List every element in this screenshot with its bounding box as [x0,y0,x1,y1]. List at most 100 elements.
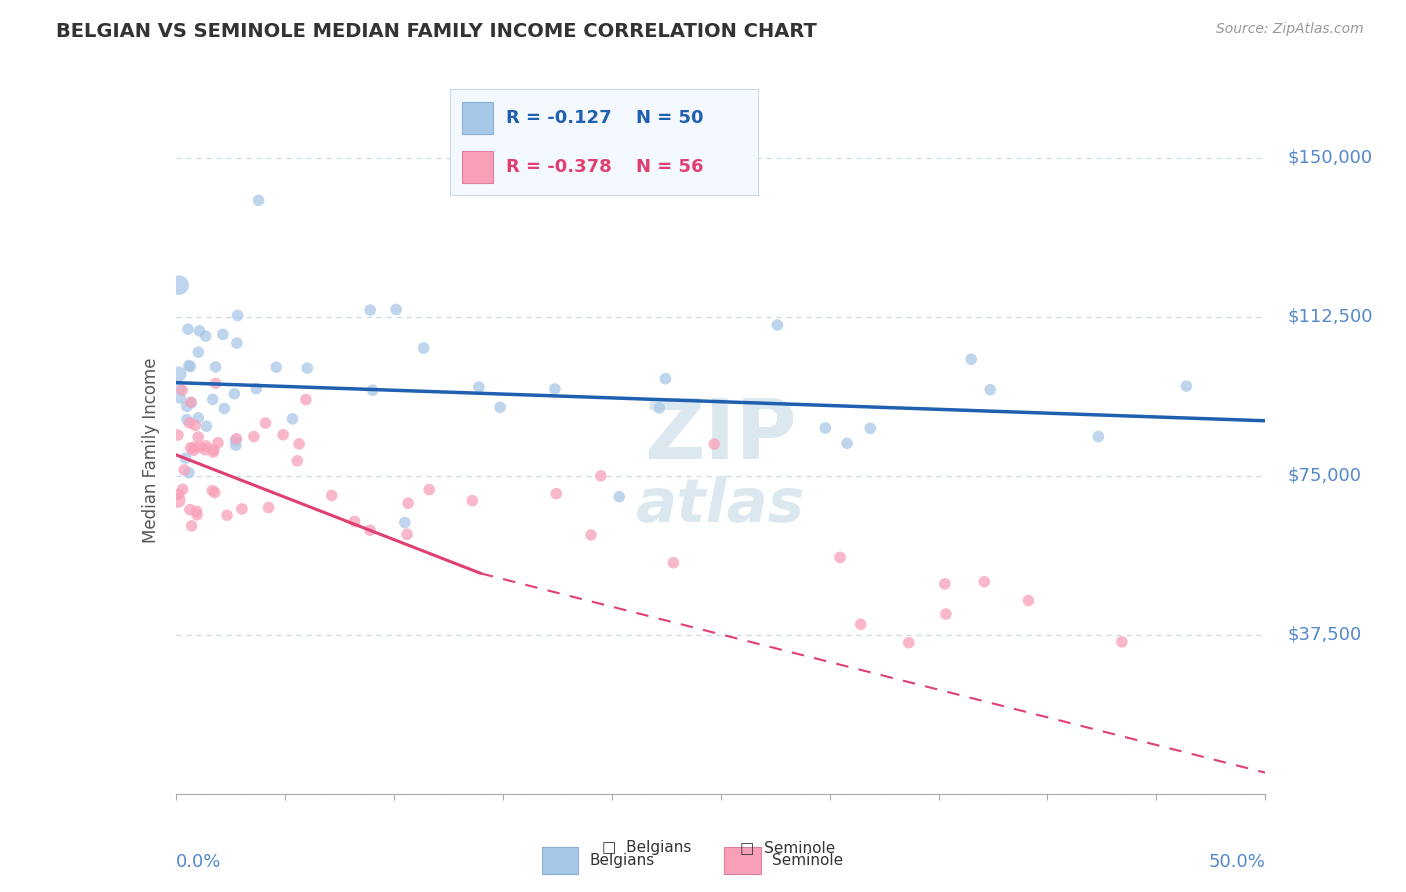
Point [207,435,229,450]
Point [288,437,311,451]
Point [385,302,408,317]
Point [202,445,225,459]
Text: Belgians: Belgians [589,854,654,868]
Point [579,528,602,542]
Point [184,418,207,433]
Point [766,318,789,332]
Point [167,493,190,508]
Point [183,443,205,458]
Point [172,383,194,397]
Text: R = -0.378: R = -0.378 [506,159,612,177]
Text: $150,000: $150,000 [1288,149,1372,167]
Point [960,352,983,367]
Point [243,429,266,443]
Point [179,416,201,430]
Text: N = 56: N = 56 [636,159,703,177]
Text: BELGIAN VS SEMINOLE MEDIAN FAMILY INCOME CORRELATION CHART: BELGIAN VS SEMINOLE MEDIAN FAMILY INCOME… [56,22,817,41]
Point [359,523,381,537]
Point [187,430,209,444]
Point [281,412,304,426]
Text: Source: ZipAtlas.com: Source: ZipAtlas.com [1216,22,1364,37]
Point [194,442,217,457]
Point [662,556,685,570]
Point [169,391,191,405]
Point [201,392,224,407]
Point [247,194,270,208]
Point [176,400,198,414]
Text: Seminole: Seminole [772,854,844,868]
Point [186,508,208,522]
Point [214,401,236,416]
Point [254,416,277,430]
Point [180,441,202,455]
Point [897,636,920,650]
Point [468,380,491,394]
Y-axis label: Median Family Income: Median Family Income [142,358,160,543]
Point [934,577,956,591]
Point [177,466,200,480]
Point [271,427,294,442]
Point [973,574,995,589]
Point [266,360,288,375]
Point [607,490,630,504]
Bar [724,847,761,874]
FancyBboxPatch shape [450,89,759,196]
Point [1017,593,1039,607]
Bar [541,847,578,874]
Point [195,439,218,453]
Point [814,421,837,435]
Point [849,617,872,632]
Point [257,500,280,515]
Point [285,454,308,468]
Point [194,329,217,343]
Point [167,428,190,442]
Point [180,395,202,409]
Point [225,438,247,452]
Point [589,468,612,483]
Point [180,519,202,533]
Point [1087,429,1109,443]
Point [703,437,725,451]
Point [1111,635,1133,649]
Text: R = -0.127: R = -0.127 [506,109,612,127]
Text: 0.0%: 0.0% [176,854,221,871]
Point [225,432,247,446]
Point [226,309,249,323]
Point [177,322,200,336]
Point [183,440,205,454]
Point [828,550,851,565]
Point [361,383,384,397]
Text: ZIP: ZIP [644,395,797,476]
Point [176,412,198,426]
Point [187,410,209,425]
Point [212,327,235,342]
Point [188,324,211,338]
Point [190,440,212,454]
Point [180,395,202,409]
Text: □  Seminole: □ Seminole [740,840,835,855]
Point [167,367,190,381]
Point [187,345,209,359]
Point [396,496,419,510]
Point [935,607,957,621]
Point [359,303,381,318]
Point [224,434,246,448]
Point [835,436,858,450]
Point [297,361,319,376]
Point [177,359,200,373]
Point [202,442,225,457]
Bar [463,152,494,184]
Text: $112,500: $112,500 [1288,308,1372,326]
Point [179,502,201,516]
Point [169,382,191,396]
Point [418,483,440,497]
Point [1175,379,1198,393]
Point [343,515,366,529]
Point [295,392,318,407]
Point [167,278,190,293]
Point [321,488,343,502]
Point [544,382,567,396]
Bar [463,102,494,134]
Point [172,482,194,496]
Point [394,516,416,530]
